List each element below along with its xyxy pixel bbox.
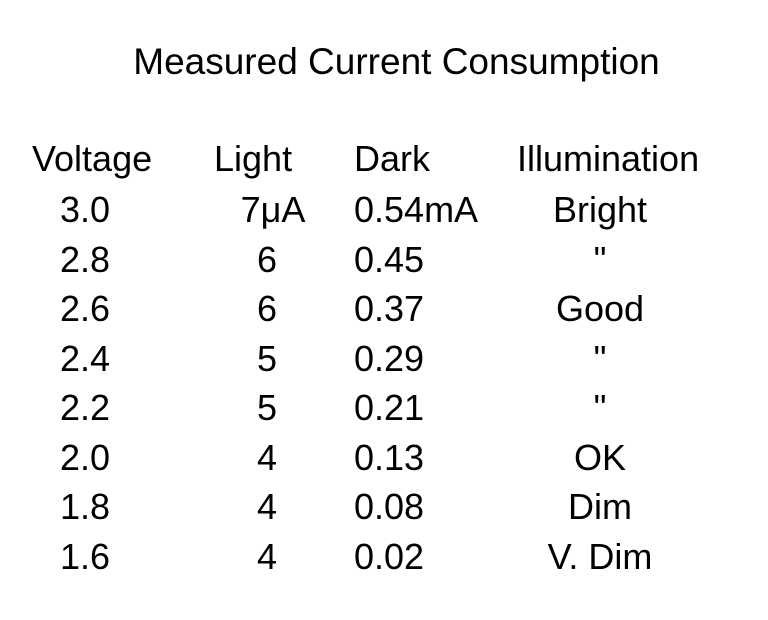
cell-dark: 0.13 <box>354 437 425 478</box>
cell-light: 5 <box>256 338 278 379</box>
cell-dark: 0.37 <box>354 288 425 329</box>
header-voltage: Voltage <box>32 138 153 179</box>
cell-light: 4 <box>256 486 278 527</box>
cell-dark: 0.21 <box>354 387 425 428</box>
cell-illumination: " <box>593 338 607 379</box>
cell-light: 7μA <box>240 189 306 230</box>
cell-light: 4 <box>256 437 278 478</box>
cell-dark: 0.29 <box>354 338 425 379</box>
cell-illumination: OK <box>573 437 626 478</box>
cell-illumination: " <box>593 387 607 428</box>
table-title: Measured Current Consumption <box>133 41 660 82</box>
cell-dark: 0.54mA <box>354 189 479 230</box>
cell-illumination: Bright <box>552 189 648 230</box>
cell-voltage: 2.8 <box>60 239 111 280</box>
cell-voltage: 2.2 <box>60 387 111 428</box>
cell-illumination: V. Dim <box>547 536 653 577</box>
cell-light: 6 <box>256 239 278 280</box>
cell-voltage: 1.6 <box>60 536 111 577</box>
cell-dark: 0.08 <box>354 486 425 527</box>
cell-dark: 0.45 <box>354 239 425 280</box>
header-dark: Dark <box>354 138 431 179</box>
cell-light: 5 <box>256 387 278 428</box>
cell-light: 6 <box>256 288 278 329</box>
cell-light: 4 <box>256 536 278 577</box>
cell-voltage: 3.0 <box>60 189 111 230</box>
cell-voltage: 1.8 <box>60 486 111 527</box>
cell-illumination: Dim <box>568 486 632 527</box>
header-light: Light <box>214 138 293 179</box>
cell-illumination: " <box>593 239 607 280</box>
cell-dark: 0.02 <box>354 536 425 577</box>
cell-voltage: 2.4 <box>60 338 111 379</box>
cell-voltage: 2.6 <box>60 288 111 329</box>
header-illumination: Illumination <box>517 138 700 179</box>
cell-illumination: Good <box>555 288 645 329</box>
cell-voltage: 2.0 <box>60 437 111 478</box>
